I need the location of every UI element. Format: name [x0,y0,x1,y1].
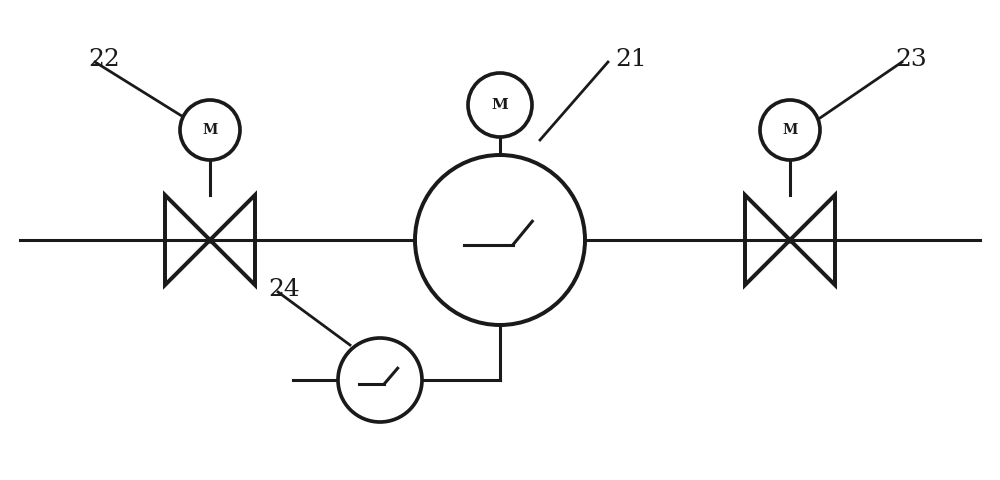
Text: M: M [782,123,798,137]
Text: M: M [202,123,218,137]
Text: 22: 22 [88,48,120,71]
Text: 23: 23 [895,48,927,71]
Circle shape [468,73,532,137]
Text: 21: 21 [615,48,647,71]
Circle shape [338,338,422,422]
Circle shape [415,155,585,325]
Circle shape [760,100,820,160]
Text: 24: 24 [268,278,300,301]
Circle shape [180,100,240,160]
Text: M: M [492,98,508,112]
